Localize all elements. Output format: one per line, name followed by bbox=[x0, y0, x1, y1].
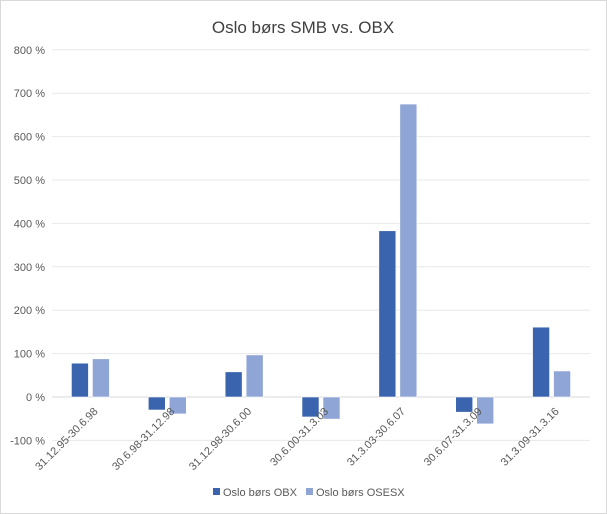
legend-label: Oslo børs OSESX bbox=[316, 487, 405, 499]
legend-label: Oslo børs OBX bbox=[223, 487, 298, 499]
bar-osesx bbox=[553, 370, 571, 398]
chart-title: Oslo børs SMB vs. OBX bbox=[212, 18, 394, 37]
y-tick-label: 200 % bbox=[14, 305, 45, 317]
y-tick-label: 100 % bbox=[14, 349, 45, 361]
bar-osesx bbox=[92, 358, 110, 398]
y-tick-label: 400 % bbox=[14, 218, 45, 230]
bar-osesx bbox=[476, 396, 495, 425]
bar-osesx bbox=[322, 396, 341, 420]
bar-obx bbox=[378, 230, 397, 398]
bar-obx bbox=[71, 362, 89, 398]
x-tick-label: 31.3.03-30.6.07 bbox=[345, 406, 408, 469]
x-tick-label: 31.3.09-31.3.16 bbox=[499, 406, 562, 469]
bar-obx bbox=[455, 396, 474, 413]
bar-obx bbox=[532, 326, 550, 398]
y-tick-label: 600 % bbox=[14, 132, 45, 144]
bar-osesx bbox=[168, 396, 187, 415]
bar-obx bbox=[224, 371, 243, 398]
x-tick-label: 30.6.98-31.12.98 bbox=[110, 406, 177, 473]
bar-obx bbox=[301, 396, 320, 418]
y-tick-label: 700 % bbox=[14, 88, 45, 100]
x-tick-label: 31.12.98-30.6.00 bbox=[187, 406, 254, 473]
y-tick-label: 500 % bbox=[14, 175, 45, 187]
x-tick-label: 30.6.07-31.3.09 bbox=[422, 406, 485, 469]
legend-swatch bbox=[306, 488, 313, 495]
y-tick-label: -100 % bbox=[10, 435, 45, 447]
legend-swatch bbox=[213, 488, 220, 495]
bar-osesx bbox=[399, 103, 418, 398]
y-tick-label: 300 % bbox=[14, 262, 45, 274]
y-tick-label: 0 % bbox=[26, 392, 45, 404]
bar-osesx bbox=[245, 354, 264, 398]
y-tick-label: 800 % bbox=[14, 45, 45, 57]
bar-obx bbox=[147, 396, 166, 411]
x-tick-label: 30.6.00-31.3.03 bbox=[268, 406, 331, 469]
